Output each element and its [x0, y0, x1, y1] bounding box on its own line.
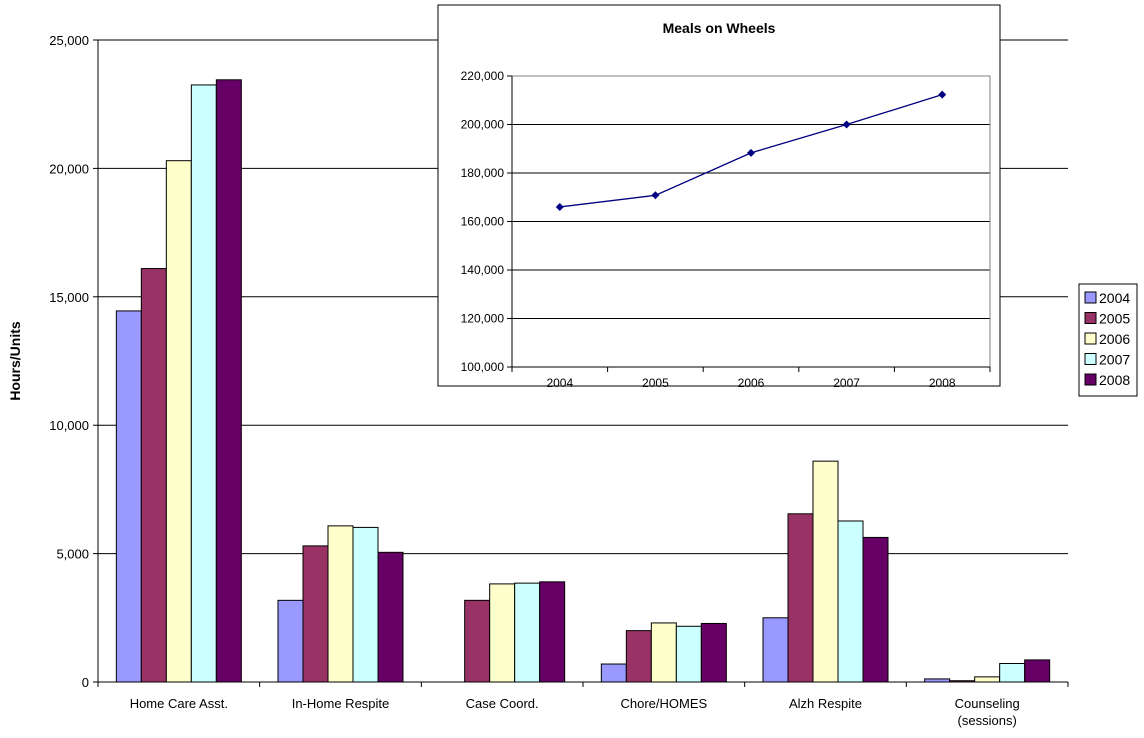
bar-2004-1 [277, 599, 304, 683]
inset-x-tick-label: 2006 [738, 376, 765, 390]
legend-label: 2007 [1099, 352, 1130, 368]
main-y-tick-label: 0 [82, 675, 89, 690]
bar-2007-5 [999, 663, 1026, 683]
inset-y-ticks: 100,000 120,000 140,000 160,000 180,000 200,0… [461, 69, 512, 374]
x-tick-label: Alzh Respite [789, 696, 862, 711]
bar-2005-3 [625, 630, 652, 683]
inset-point-2004 [555, 202, 564, 211]
inset-title: Meals on Wheels [663, 20, 776, 36]
main-y-tick-label: 10,000 [49, 418, 89, 433]
inset-y-tick-label: 120,000 [461, 312, 505, 326]
main-y-ticks: 0 5,000 10,000 15,000 20,000 25,000 [49, 33, 98, 690]
x-tick-label-line: Chore/HOMES [620, 696, 707, 711]
legend-swatch-2005 [1084, 312, 1097, 324]
bar-2008-0 [215, 79, 242, 683]
inset-point-2007 [842, 120, 851, 129]
bar-2006-3 [650, 622, 677, 683]
x-tick-label: In-Home Respite [292, 696, 390, 711]
bar-2007-1 [352, 526, 379, 683]
x-tick-label: Case Coord. [466, 696, 539, 711]
inset-y-tick-label: 180,000 [461, 166, 505, 180]
inset-y-tick-label: 160,000 [461, 215, 505, 229]
bar-2008-2 [539, 581, 566, 683]
bar-2008-4 [862, 536, 889, 683]
inset-y-tick-label: 140,000 [461, 263, 505, 277]
bar-2008-3 [700, 622, 727, 683]
inset-point-2006 [747, 148, 755, 157]
bar-2007-0 [190, 84, 217, 683]
inset-point-2008 [938, 90, 947, 99]
inset-x-tick-label: 2005 [642, 376, 669, 390]
bar-2008-1 [377, 551, 404, 683]
x-tick-label-line: In-Home Respite [292, 696, 390, 711]
legend-label: 2006 [1099, 331, 1130, 347]
bar-2005-2 [464, 599, 491, 683]
inset-frame [437, 4, 1001, 387]
main-y-tick-label: 20,000 [49, 161, 89, 176]
inset-x-tick-label: 2007 [833, 376, 860, 390]
inset-point-2005 [651, 191, 660, 200]
legend-label: 2008 [1099, 372, 1130, 388]
x-tick-label-line: (sessions) [958, 713, 1017, 728]
inset-chart: Meals on Wheels 100,000 120,000 140,000 160… [437, 4, 1001, 390]
inset-y-tick-label: 220,000 [461, 69, 505, 83]
main-y-tick-label: 15,000 [49, 290, 89, 305]
bar-2004-4 [762, 617, 789, 683]
main-bars [115, 79, 1051, 683]
main-chart: 0 5,000 10,000 15,000 20,000 25,000 Home Care… [7, 33, 1069, 728]
inset-y-tick-label: 200,000 [461, 118, 505, 132]
bar-2007-4 [837, 520, 864, 683]
x-tick-label: Counseling (sessions) [955, 696, 1020, 728]
legend-swatch-2004 [1084, 291, 1097, 304]
bar-2007-2 [514, 582, 541, 683]
legend-swatch-2007 [1084, 353, 1097, 365]
y-axis-label: Hours/Units [7, 321, 23, 401]
legend-swatch-2008 [1084, 373, 1097, 386]
x-tick-label-line: Home Care Asst. [130, 696, 228, 711]
x-tick-label-line: Case Coord. [466, 696, 539, 711]
bar-2005-4 [787, 513, 814, 683]
x-tick-label-line: Counseling [955, 696, 1020, 711]
bar-2006-4 [812, 460, 839, 683]
x-tick-label: Chore/HOMES [620, 696, 707, 711]
bar-2004-0 [115, 310, 142, 683]
x-tick-label: Home Care Asst. [130, 696, 228, 711]
inset-x-ticks: 2004 2005 2006 2007 2008 [511, 367, 991, 390]
bar-2008-5 [1024, 659, 1051, 683]
legend-swatch-2006 [1084, 332, 1097, 345]
bar-2006-1 [327, 525, 354, 683]
bar-2006-5 [974, 676, 1001, 683]
legend-label: 2004 [1099, 290, 1130, 306]
bar-2004-3 [600, 663, 627, 683]
x-tick-label-line: Alzh Respite [789, 696, 862, 711]
bar-2005-0 [140, 268, 167, 683]
main-x-ticks: Home Care Asst. In-Home Respite Case Coord… [97, 682, 1069, 728]
main-y-tick-label: 5,000 [56, 547, 89, 562]
bar-2007-3 [675, 625, 702, 683]
main-y-tick-label: 25,000 [49, 33, 89, 48]
inset-x-tick-label: 2004 [546, 376, 573, 390]
inset-series [555, 90, 947, 211]
bar-2006-2 [489, 583, 516, 683]
inset-y-tick-label: 100,000 [461, 360, 505, 374]
legend-label: 2005 [1099, 311, 1130, 327]
inset-x-tick-label: 2008 [929, 376, 956, 390]
bar-2005-1 [302, 545, 329, 683]
bar-2006-0 [165, 160, 192, 683]
legend: 2004 2005 2006 2007 2008 [1078, 283, 1138, 397]
